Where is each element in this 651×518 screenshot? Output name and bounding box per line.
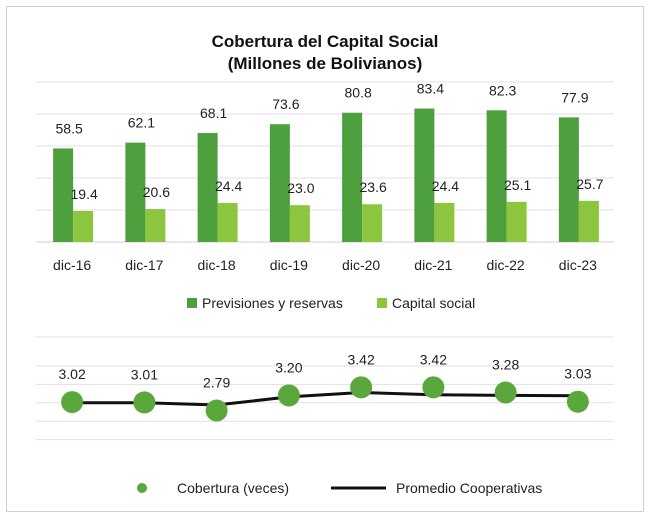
x-tick-label: dic-17 bbox=[125, 257, 163, 273]
bar-previsiones bbox=[558, 117, 579, 242]
legend-promedio: Promedio Cooperativas bbox=[396, 480, 542, 496]
x-tick-label: dic-19 bbox=[270, 257, 308, 273]
chart-title: Cobertura del Capital Social bbox=[212, 32, 439, 51]
label-previsiones: 77.9 bbox=[561, 89, 588, 105]
cobertura-label: 3.42 bbox=[420, 351, 447, 367]
x-tick-label: dic-16 bbox=[53, 257, 91, 273]
label-capital: 24.4 bbox=[215, 178, 242, 194]
cobertura-label: 3.28 bbox=[492, 356, 519, 372]
cobertura-marker bbox=[422, 376, 445, 399]
label-capital: 23.6 bbox=[360, 179, 387, 195]
bar-previsiones bbox=[125, 142, 146, 242]
label-capital: 25.7 bbox=[576, 176, 603, 192]
bar-capital bbox=[73, 210, 94, 242]
cobertura-label: 3.20 bbox=[275, 359, 302, 375]
bar-capital bbox=[145, 209, 166, 242]
cobertura-marker bbox=[277, 384, 300, 407]
cobertura-label: 2.79 bbox=[203, 375, 230, 391]
bar-previsiones bbox=[486, 110, 507, 242]
cobertura-label: 3.42 bbox=[348, 351, 375, 367]
label-previsiones: 82.3 bbox=[489, 82, 516, 98]
legend-previsiones: Previsiones y reservas bbox=[202, 295, 343, 311]
bar-capital bbox=[362, 204, 383, 242]
cobertura-label: 3.01 bbox=[131, 366, 158, 382]
bar-previsiones bbox=[269, 124, 290, 242]
cobertura-marker bbox=[133, 391, 156, 414]
label-capital: 19.4 bbox=[71, 186, 98, 202]
label-previsiones: 58.5 bbox=[56, 120, 83, 136]
legend-swatch-previsiones bbox=[187, 298, 197, 308]
cobertura-marker bbox=[494, 381, 517, 404]
legend-capital: Capital social bbox=[392, 295, 475, 311]
cobertura-marker bbox=[566, 390, 589, 413]
x-tick-label: dic-20 bbox=[342, 257, 380, 273]
bar-capital bbox=[578, 200, 599, 242]
x-tick-label: dic-23 bbox=[559, 257, 597, 273]
cobertura-marker bbox=[350, 376, 373, 399]
cobertura-label: 3.02 bbox=[59, 366, 86, 382]
chart-subtitle: (Millones de Bolivianos) bbox=[228, 54, 423, 73]
bar-capital bbox=[217, 202, 238, 242]
label-capital: 20.6 bbox=[143, 184, 170, 200]
bar-capital bbox=[506, 201, 527, 242]
bar-capital bbox=[289, 205, 310, 242]
label-previsiones: 80.8 bbox=[345, 85, 372, 101]
x-tick-label: dic-21 bbox=[414, 257, 452, 273]
label-previsiones: 62.1 bbox=[128, 115, 155, 131]
label-capital: 25.1 bbox=[504, 177, 531, 193]
x-tick-label: dic-22 bbox=[487, 257, 525, 273]
legend-marker-cobertura bbox=[137, 483, 147, 493]
label-capital: 24.4 bbox=[432, 178, 459, 194]
bar-capital bbox=[434, 202, 455, 242]
promedio-line bbox=[72, 390, 578, 407]
cobertura-marker bbox=[205, 399, 228, 422]
chart-frame bbox=[6, 6, 644, 512]
label-previsiones: 73.6 bbox=[272, 96, 299, 112]
cobertura-marker bbox=[61, 391, 84, 414]
label-previsiones: 68.1 bbox=[200, 105, 227, 121]
label-previsiones: 83.4 bbox=[417, 81, 444, 97]
cobertura-label: 3.03 bbox=[564, 366, 591, 382]
x-tick-label: dic-18 bbox=[198, 257, 236, 273]
bar-previsiones bbox=[414, 108, 435, 242]
bar-previsiones bbox=[53, 148, 74, 242]
bar-previsiones bbox=[342, 112, 363, 242]
legend-cobertura: Cobertura (veces) bbox=[177, 480, 289, 496]
label-capital: 23.0 bbox=[287, 180, 314, 196]
bar-previsiones bbox=[197, 133, 218, 242]
legend-swatch-capital bbox=[377, 298, 387, 308]
